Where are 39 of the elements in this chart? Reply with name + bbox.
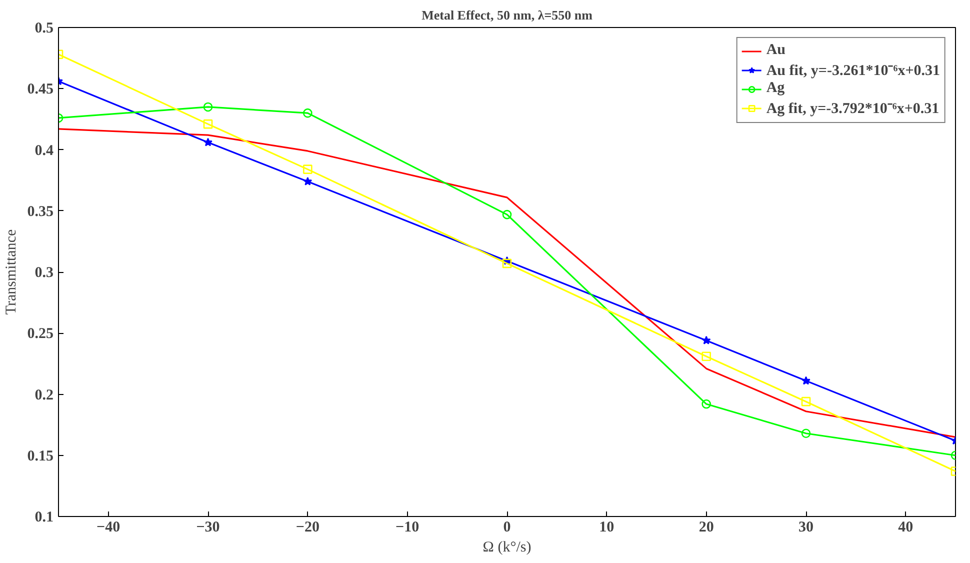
x-tick-label: 20	[698, 520, 714, 536]
x-tick-label: 10	[599, 520, 614, 536]
point	[702, 336, 711, 344]
y-tick-label: 0.35	[27, 204, 54, 220]
point	[702, 399, 711, 409]
y-tick-label: 0.45	[27, 82, 54, 98]
y-tick-label: 0.3	[34, 265, 54, 281]
y-tick-label: 0.2	[34, 387, 54, 404]
point	[802, 376, 810, 385]
y-tick-label: 0.5	[34, 20, 54, 36]
point	[502, 258, 512, 268]
point	[303, 108, 312, 118]
point	[204, 138, 212, 146]
x-tick-label: −40	[96, 520, 120, 536]
point	[801, 396, 811, 406]
x-tick-label: −30	[196, 520, 220, 536]
point	[702, 352, 711, 362]
point	[502, 210, 512, 220]
point	[303, 164, 312, 174]
chart-title: Metal Effect, 50 nm, λ=550 nm	[422, 8, 593, 22]
x-tick-label: −10	[396, 520, 420, 536]
legend-label: Au fit, y=-3.261*10⁻⁶x+0.31	[766, 62, 940, 80]
y-tick-label: 0.1	[34, 510, 54, 526]
y-tick-label: 0.4	[34, 142, 54, 159]
point	[801, 428, 811, 438]
legend-label: Ag fit, y=-3.792*10⁻⁶x+0.31	[766, 100, 940, 118]
x-axis-title: Ω (k°/s)	[482, 540, 532, 556]
x-tick-label: 30	[798, 520, 814, 536]
point	[203, 119, 213, 129]
point	[303, 176, 312, 186]
point	[203, 102, 213, 112]
x-tick-label: −20	[296, 520, 320, 536]
y-tick-label: 0.25	[27, 326, 54, 342]
y-axis-title: Transmittance	[3, 229, 20, 315]
legend-label: Ag	[766, 80, 786, 97]
legend-label: Au	[766, 42, 786, 59]
x-tick-label: 40	[898, 520, 914, 536]
y-tick-label: 0.15	[27, 448, 54, 464]
x-tick-label: 0	[503, 520, 511, 536]
